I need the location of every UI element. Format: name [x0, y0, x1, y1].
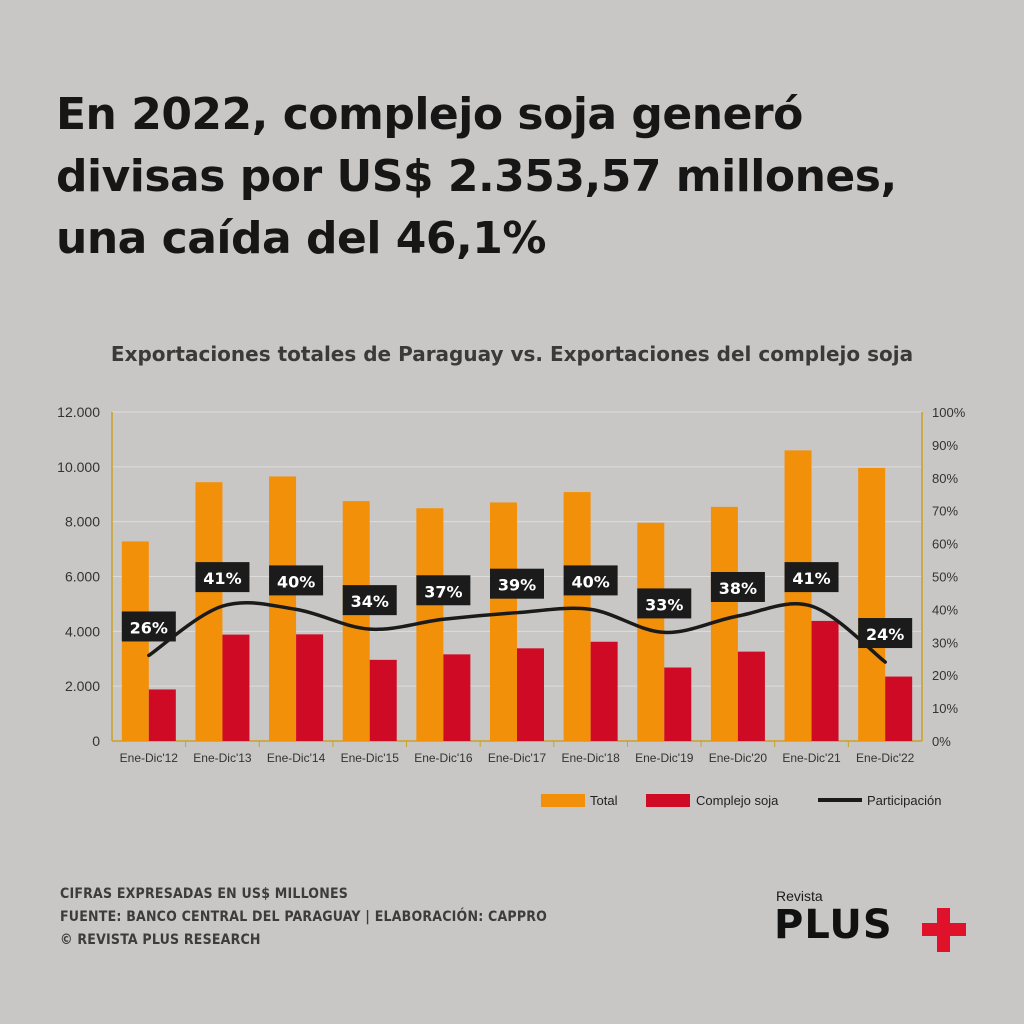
footnotes: Cifras expresadas en US$ millones Fuente… [60, 883, 547, 952]
x-tick-label: Ene-Dic'12 [120, 751, 179, 765]
legend-label-total: Total [590, 793, 618, 808]
data-label: 41% [792, 569, 830, 588]
y-right-tick-label: 50% [932, 570, 958, 585]
data-label: 40% [571, 572, 609, 591]
bar-total [710, 506, 738, 741]
x-tick-label: Ene-Dic'19 [635, 751, 694, 765]
x-tick-label: Ene-Dic'13 [193, 751, 252, 765]
x-tick-label: Ene-Dic'17 [488, 751, 547, 765]
chart-title: Exportaciones totales de Paraguay vs. Ex… [110, 342, 914, 366]
footnote-source: Fuente: Banco Central del Paraguay | Ela… [60, 909, 548, 925]
bar-total [858, 467, 886, 741]
bar-total [563, 492, 591, 741]
bar-complejo-soja [885, 676, 913, 741]
bar-total [490, 502, 517, 741]
y-right-tick-label: 100% [932, 405, 966, 420]
data-label-box [195, 562, 250, 593]
headline: En 2022, complejo soja generó divisas po… [56, 89, 897, 264]
plus-cross-icon [922, 908, 966, 952]
footnote-units: Cifras expresadas en US$ millones [60, 886, 349, 902]
data-label-box [490, 568, 544, 599]
x-tick-label: Ene-Dic'16 [414, 751, 473, 765]
data-label-box [416, 575, 471, 606]
y-right-tick-label: 0% [932, 734, 951, 749]
footnote-copyright: © Revista Plus Research [60, 932, 261, 948]
y-right-tick-label: 10% [932, 701, 958, 716]
data-label-box [269, 565, 324, 596]
bar-complejo-soja [296, 634, 324, 741]
data-label: 41% [203, 569, 241, 588]
bar-complejo-soja [148, 689, 176, 741]
data-label-box [563, 565, 618, 596]
data-label-box [858, 618, 913, 649]
data-label-box [710, 571, 765, 602]
data-label: 39% [498, 576, 536, 595]
y-left-tick-label: 12.000 [57, 404, 100, 420]
data-label-box [637, 588, 692, 619]
y-left-tick-label: 0 [92, 733, 100, 749]
legend-label-complejo-soja: Complejo soja [696, 793, 779, 808]
y-right-tick-label: 30% [932, 635, 958, 650]
bar-complejo-soja [590, 641, 618, 741]
data-label: 34% [351, 592, 389, 611]
x-tick-label: Ene-Dic'18 [561, 751, 620, 765]
y-left-tick-label: 10.000 [57, 459, 100, 475]
legend-label-participacion: Participación [867, 793, 941, 808]
bar-complejo-soja [811, 620, 839, 741]
data-label-box [342, 585, 397, 616]
y-left-tick-label: 8.000 [65, 514, 100, 530]
data-label: 37% [424, 582, 462, 601]
y-left-tick-label: 4.000 [65, 623, 100, 639]
y-left-tick-label: 6.000 [65, 569, 100, 585]
logo-main-text: PLUS [774, 902, 893, 948]
bar-total [342, 501, 370, 741]
x-tick-label: Ene-Dic'15 [341, 751, 400, 765]
data-label: 33% [645, 595, 683, 614]
data-label-box [121, 611, 176, 642]
logo-small-text: Revista [776, 888, 823, 904]
legend-swatch-total [541, 794, 585, 807]
bar-complejo-soja [517, 648, 544, 741]
data-label: 38% [719, 579, 757, 598]
x-tick-label: Ene-Dic'20 [709, 751, 768, 765]
y-right-tick-label: 60% [932, 537, 958, 552]
bar-total [784, 450, 812, 741]
x-tick-label: Ene-Dic'21 [782, 751, 841, 765]
bar-complejo-soja [222, 634, 250, 741]
y-right-tick-label: 40% [932, 602, 958, 617]
legend-swatch-complejo-soja [646, 794, 690, 807]
bar-complejo-soja [737, 651, 765, 741]
y-right-tick-label: 90% [932, 438, 958, 453]
revista-plus-logo: Revista PLUS [774, 888, 974, 952]
data-label: 26% [130, 618, 168, 637]
bar-complejo-soja [443, 654, 471, 741]
participation-line [147, 600, 887, 664]
data-label-box [784, 562, 839, 593]
y-right-tick-label: 20% [932, 668, 958, 683]
y-right-tick-label: 80% [932, 471, 958, 486]
data-label: 40% [277, 572, 315, 591]
x-tick-label: Ene-Dic'22 [856, 751, 915, 765]
y-left-tick-label: 2.000 [65, 678, 100, 694]
bar-complejo-soja [664, 667, 692, 741]
x-tick-label: Ene-Dic'14 [267, 751, 326, 765]
combo-chart: 0 2.000 4.000 6.000 8.000 10.000 12.000 0% 10% 20… [57, 404, 966, 808]
bar-complejo-soja [369, 659, 397, 741]
data-label: 24% [866, 625, 904, 644]
y-right-tick-label: 70% [932, 504, 958, 519]
